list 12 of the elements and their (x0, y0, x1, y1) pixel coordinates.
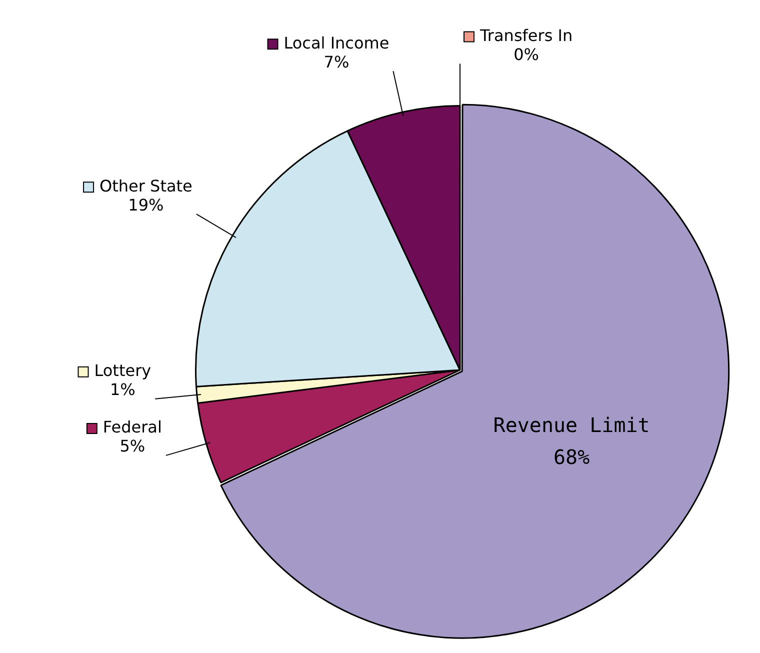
data-label: 19% (128, 195, 164, 214)
legend-label: Federal (102, 418, 162, 437)
data-label: 5% (120, 436, 146, 456)
text: 0% (514, 44, 540, 64)
data-label: 7% (324, 52, 350, 72)
data-label: 1% (110, 380, 136, 399)
legend-label: Local Income (284, 33, 390, 52)
legend-label: Lottery (94, 360, 152, 380)
legend-label: Transfers In (478, 26, 573, 45)
legend-label: Other State (100, 176, 192, 196)
data-label: 68% (553, 445, 590, 469)
slice-label: Revenue Limit (493, 413, 650, 437)
